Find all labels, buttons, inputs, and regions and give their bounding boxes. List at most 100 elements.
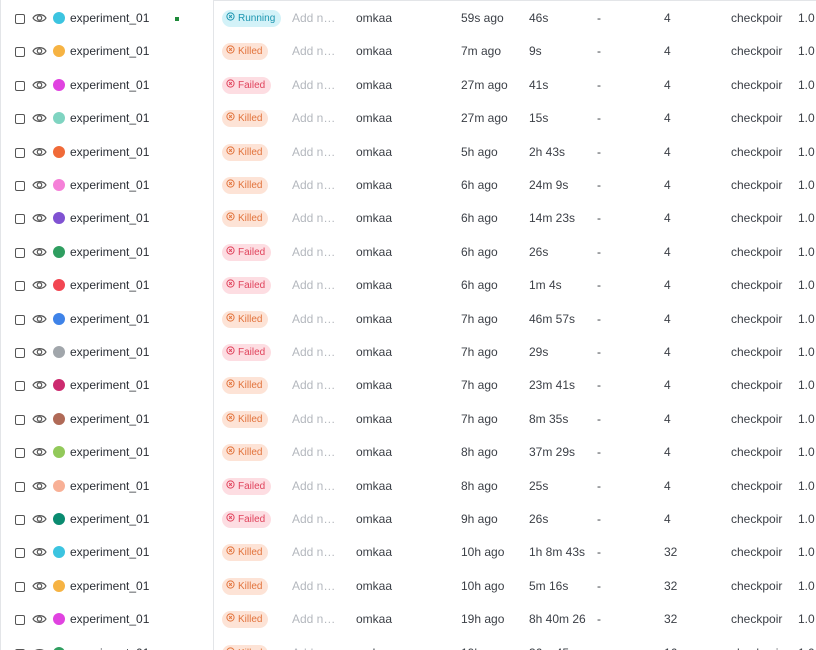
visibility-toggle[interactable] bbox=[32, 446, 47, 461]
visibility-toggle[interactable] bbox=[32, 79, 47, 94]
row-checkbox[interactable] bbox=[15, 147, 25, 158]
visibility-toggle[interactable] bbox=[32, 45, 47, 60]
state-icon bbox=[226, 411, 235, 428]
empty-value: - bbox=[597, 111, 601, 126]
row-checkbox[interactable] bbox=[15, 247, 25, 258]
user: omkaa bbox=[356, 244, 393, 259]
state-label: Killed bbox=[238, 447, 263, 459]
count: 4 bbox=[664, 478, 671, 493]
version: 1.0 bbox=[798, 512, 815, 526]
run-color bbox=[53, 78, 65, 91]
row-checkbox[interactable] bbox=[15, 648, 25, 650]
run-row: experiment_01 Killed Add n… omkaa 7h ago 23m … bbox=[1, 369, 816, 402]
visibility-toggle[interactable] bbox=[32, 146, 47, 161]
created: 9h ago bbox=[461, 512, 498, 526]
run-row: experiment_01 Failed Add n… omkaa 9h ago 26s -… bbox=[1, 503, 816, 536]
row-checkbox[interactable] bbox=[15, 314, 25, 325]
visibility-toggle[interactable] bbox=[32, 313, 47, 328]
state-badge: Killed bbox=[222, 310, 269, 328]
version: 1.0 bbox=[798, 211, 815, 226]
version: 1.0 bbox=[798, 445, 815, 460]
state-label: Killed bbox=[238, 313, 263, 325]
visibility-toggle[interactable] bbox=[32, 246, 47, 261]
visibility-toggle[interactable] bbox=[32, 379, 47, 394]
empty-value: - bbox=[597, 278, 601, 293]
run-name: experiment_01 bbox=[70, 378, 150, 393]
row-checkbox[interactable] bbox=[15, 47, 25, 58]
notes-placeholder: Add n… bbox=[292, 11, 336, 25]
run-color bbox=[53, 212, 65, 225]
run-color bbox=[53, 412, 65, 425]
created: 19h ago bbox=[461, 612, 505, 627]
row-checkbox[interactable] bbox=[15, 548, 25, 559]
runtime: 36m 45s bbox=[529, 637, 589, 650]
row-checkbox[interactable] bbox=[15, 281, 25, 292]
tag: checkpoir bbox=[731, 44, 783, 59]
run-color bbox=[53, 546, 65, 559]
empty-value: - bbox=[597, 445, 601, 460]
visibility-toggle[interactable] bbox=[32, 513, 47, 528]
tag: checkpoir bbox=[731, 578, 783, 593]
version: 1.0 bbox=[798, 44, 815, 59]
runtime: 37m 29s bbox=[529, 445, 576, 460]
run-color bbox=[53, 613, 65, 626]
row-checkbox[interactable] bbox=[15, 615, 25, 626]
run-name: experiment_01 bbox=[70, 111, 150, 126]
empty-value: - bbox=[597, 378, 601, 393]
row-checkbox[interactable] bbox=[15, 114, 25, 125]
run-name: experiment_01 bbox=[70, 278, 150, 293]
runtime: 29s bbox=[529, 345, 549, 359]
row-checkbox[interactable] bbox=[15, 14, 25, 24]
visibility-toggle[interactable] bbox=[32, 613, 47, 628]
state-badge: Killed bbox=[222, 143, 269, 161]
row-checkbox[interactable] bbox=[15, 481, 25, 492]
run-color bbox=[53, 245, 65, 258]
state-badge: Killed bbox=[222, 177, 269, 194]
visibility-toggle[interactable] bbox=[32, 413, 47, 428]
row-checkbox[interactable] bbox=[15, 581, 25, 592]
run-name: experiment_01 bbox=[70, 478, 150, 493]
run-name: experiment_01 bbox=[70, 637, 210, 650]
visibility-toggle[interactable] bbox=[32, 179, 47, 194]
visibility-toggle[interactable] bbox=[32, 546, 47, 561]
row-checkbox[interactable] bbox=[15, 414, 25, 425]
state-icon bbox=[226, 478, 235, 495]
state-badge: Killed bbox=[222, 544, 269, 562]
visibility-toggle[interactable] bbox=[32, 212, 47, 227]
created: 27m ago bbox=[461, 77, 508, 92]
visibility-toggle[interactable] bbox=[32, 480, 47, 495]
visibility-toggle[interactable] bbox=[32, 346, 47, 361]
tag: checkpoir bbox=[731, 378, 783, 393]
tag: checkpoir bbox=[731, 478, 783, 493]
version: 1.0 bbox=[798, 378, 815, 393]
version: 1.0 bbox=[798, 478, 815, 493]
run-name: experiment_01 bbox=[70, 44, 150, 59]
count: 4 bbox=[664, 411, 671, 426]
empty-value: - bbox=[597, 211, 601, 226]
visibility-toggle[interactable] bbox=[32, 647, 47, 650]
state-icon bbox=[226, 177, 235, 194]
empty-value: - bbox=[597, 545, 601, 560]
version: 1.0 bbox=[798, 278, 815, 293]
row-checkbox[interactable] bbox=[15, 381, 25, 392]
visibility-toggle[interactable] bbox=[32, 279, 47, 294]
state-badge: Failed bbox=[222, 344, 272, 361]
notes-placeholder: Add n… bbox=[292, 378, 336, 393]
state-icon bbox=[226, 377, 235, 394]
row-checkbox[interactable] bbox=[15, 348, 25, 358]
tag: checkpoir bbox=[731, 637, 783, 650]
row-checkbox[interactable] bbox=[15, 214, 25, 225]
row-checkbox[interactable] bbox=[15, 181, 25, 191]
row-checkbox[interactable] bbox=[15, 515, 25, 525]
runtime: 8m 35s bbox=[529, 411, 569, 426]
notes-placeholder: Add n… bbox=[292, 111, 336, 126]
row-checkbox[interactable] bbox=[15, 80, 25, 91]
version: 1.0 bbox=[798, 612, 815, 627]
notes-placeholder: Add n… bbox=[292, 637, 347, 650]
visibility-toggle[interactable] bbox=[32, 112, 47, 127]
row-checkbox[interactable] bbox=[15, 448, 25, 459]
visibility-toggle[interactable] bbox=[32, 12, 47, 27]
visibility-toggle[interactable] bbox=[32, 580, 47, 595]
state-icon bbox=[226, 10, 235, 27]
